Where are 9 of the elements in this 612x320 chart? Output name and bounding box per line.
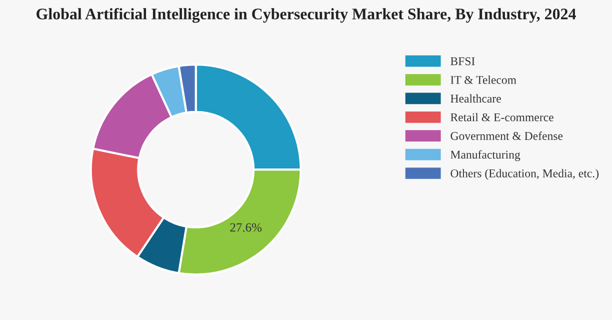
legend-label: Others (Education, Media, etc.): [450, 169, 599, 180]
chart-title: Global Artificial Intelligence in Cybersecurity Market Share, By Industry, 2024: [36, 8, 576, 23]
legend-label: IT & Telecom: [450, 76, 516, 84]
data-label: 27.6%: [230, 223, 262, 232]
legend-label: BFSI: [450, 57, 475, 66]
legend-label: Healthcare: [450, 94, 501, 103]
legend-label: Manufacturing: [450, 150, 520, 162]
legend-label: Government & Defense: [450, 132, 563, 140]
legend-label: Retail & E-commerce: [450, 112, 554, 122]
